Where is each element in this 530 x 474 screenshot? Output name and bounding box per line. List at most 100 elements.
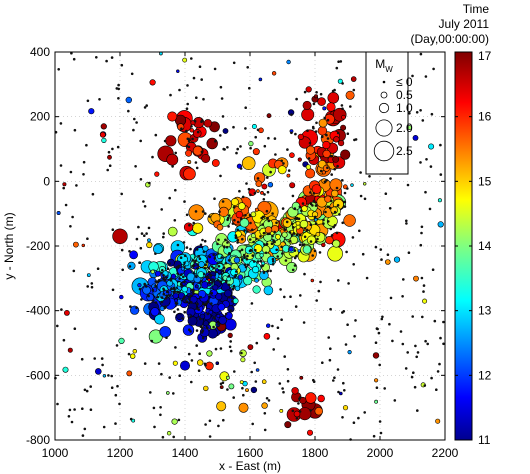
event-point <box>217 238 220 242</box>
event-point <box>189 247 192 251</box>
event-point <box>195 248 199 251</box>
event-point <box>210 291 214 295</box>
event-point <box>207 278 211 282</box>
event-point <box>306 235 317 245</box>
event-point <box>201 238 204 242</box>
event-point <box>284 259 288 262</box>
event-point <box>120 63 124 67</box>
event-point <box>118 337 125 345</box>
event-point <box>342 381 345 385</box>
event-point <box>307 157 311 160</box>
event-point <box>193 264 196 267</box>
event-point <box>196 130 200 134</box>
event-point <box>239 218 250 228</box>
event-point <box>243 229 246 232</box>
event-point <box>167 111 178 122</box>
event-point <box>293 410 301 418</box>
event-point <box>234 234 238 237</box>
y-tick-label: 400 <box>30 45 50 59</box>
event-point <box>160 372 163 376</box>
event-point <box>292 232 296 235</box>
y-tick-label: 200 <box>30 110 50 124</box>
event-point <box>251 124 257 130</box>
event-point <box>203 239 207 243</box>
event-point <box>160 300 164 304</box>
event-point <box>404 367 408 370</box>
event-point <box>70 420 74 424</box>
event-point <box>117 97 120 100</box>
event-point <box>180 360 191 371</box>
event-point <box>439 143 442 147</box>
event-point <box>248 86 251 90</box>
event-point <box>128 265 132 268</box>
event-point <box>430 112 434 116</box>
event-point <box>244 214 247 217</box>
event-point <box>312 378 315 382</box>
event-point <box>176 313 183 321</box>
event-point <box>263 243 266 246</box>
event-point <box>326 118 330 122</box>
event-point <box>168 294 171 297</box>
event-point <box>266 232 270 236</box>
event-point <box>168 196 171 200</box>
event-point <box>217 265 221 268</box>
event-point <box>129 417 133 421</box>
event-point <box>272 348 276 351</box>
event-point <box>303 90 307 94</box>
event-point <box>252 266 260 274</box>
event-point <box>261 215 265 219</box>
event-point <box>378 420 382 423</box>
event-point <box>231 300 234 303</box>
event-point <box>145 232 148 235</box>
event-point <box>59 164 63 167</box>
x-tick-label: 1200 <box>107 446 134 460</box>
event-point <box>246 254 249 258</box>
event-point <box>98 98 101 101</box>
event-point <box>231 222 235 225</box>
event-point <box>347 282 350 285</box>
event-point <box>287 169 291 172</box>
event-point <box>244 265 248 269</box>
event-point <box>359 194 363 198</box>
event-point <box>60 308 63 311</box>
event-point <box>91 192 95 196</box>
event-point <box>277 165 287 175</box>
event-point <box>164 305 167 308</box>
event-point <box>314 240 318 244</box>
event-point <box>335 66 339 70</box>
event-point <box>182 275 185 279</box>
event-point <box>309 223 313 226</box>
event-point <box>154 252 157 255</box>
event-point <box>317 126 328 136</box>
event-point <box>261 223 264 226</box>
event-point <box>207 267 211 270</box>
event-point <box>262 271 266 274</box>
event-point <box>200 326 204 329</box>
event-point <box>399 330 403 333</box>
event-point <box>289 235 299 244</box>
event-point <box>325 178 328 182</box>
event-point <box>363 182 367 186</box>
event-point <box>70 51 73 55</box>
event-point <box>265 397 269 400</box>
event-point <box>174 151 177 155</box>
event-point <box>317 97 326 106</box>
event-point <box>169 93 172 97</box>
event-point <box>105 59 108 63</box>
event-point <box>344 343 348 346</box>
event-point <box>270 242 274 245</box>
event-point <box>240 258 244 262</box>
event-point <box>206 312 210 316</box>
event-point <box>429 165 433 168</box>
colorbar-tick-label: 11 <box>478 433 491 447</box>
event-point <box>217 303 226 311</box>
event-point <box>281 252 284 255</box>
event-point <box>330 199 333 203</box>
event-point <box>272 239 275 242</box>
event-point <box>221 269 224 273</box>
event-point <box>255 341 259 345</box>
colorbar-tick-label: 16 <box>478 110 492 124</box>
event-point <box>299 294 302 297</box>
event-point <box>293 256 297 260</box>
event-point <box>195 344 198 347</box>
